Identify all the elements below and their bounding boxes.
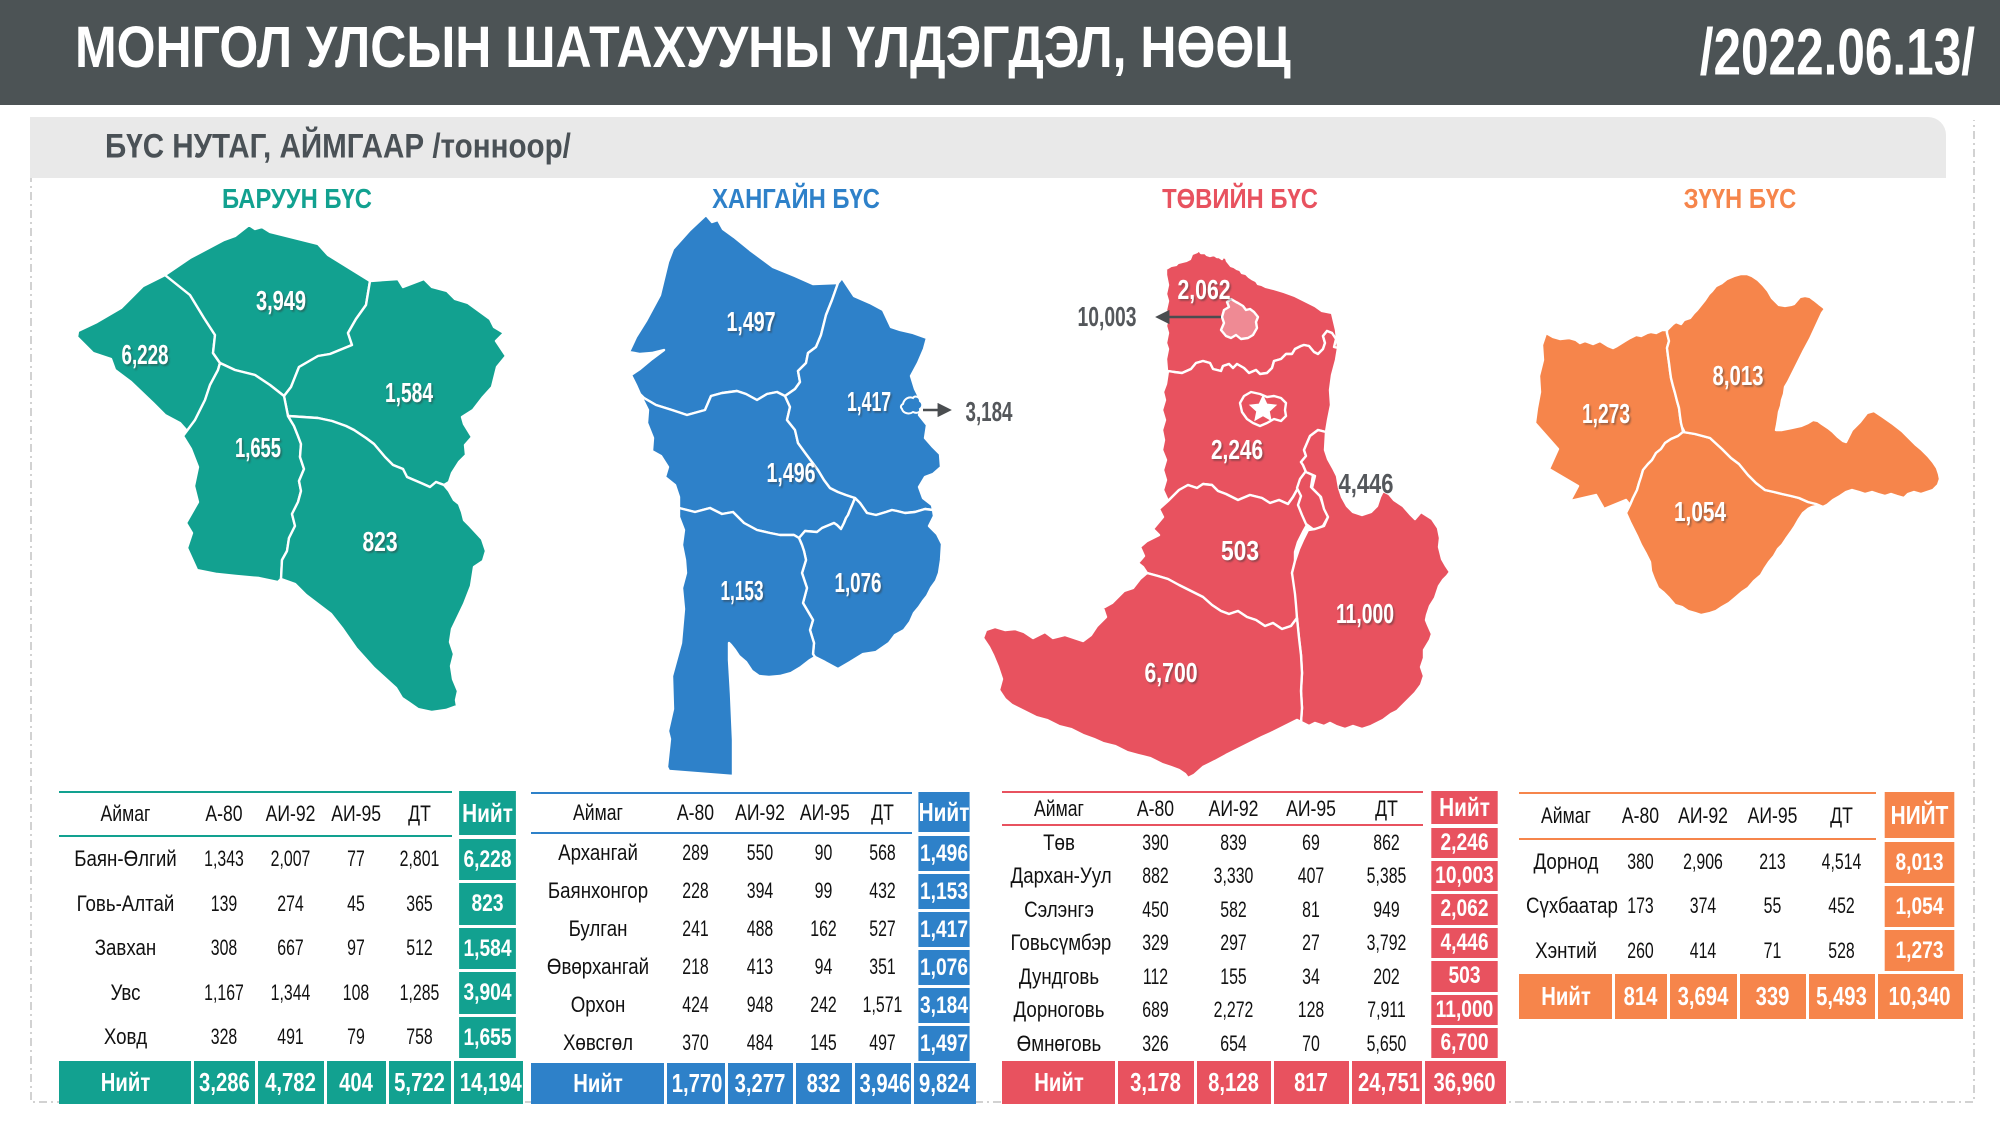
svg-text:3,184: 3,184	[966, 396, 1013, 427]
svg-text:8,013: 8,013	[1713, 360, 1764, 391]
svg-text:3,949: 3,949	[256, 285, 306, 316]
svg-text:6,700: 6,700	[1145, 657, 1198, 688]
svg-text:1,496: 1,496	[767, 457, 816, 488]
svg-text:2,062: 2,062	[1178, 274, 1231, 305]
svg-text:1,497: 1,497	[727, 306, 776, 337]
svg-text:4,446: 4,446	[1339, 468, 1394, 499]
svg-text:6,228: 6,228	[122, 339, 169, 370]
svg-text:1,153: 1,153	[721, 575, 764, 606]
svg-text:1,273: 1,273	[1582, 398, 1630, 429]
svg-text:1,054: 1,054	[1674, 496, 1726, 527]
svg-text:2,246: 2,246	[1211, 434, 1263, 465]
svg-text:503: 503	[1221, 535, 1259, 566]
svg-text:1,417: 1,417	[847, 386, 891, 417]
svg-text:1,076: 1,076	[835, 567, 882, 598]
svg-text:11,000: 11,000	[1336, 598, 1394, 629]
svg-text:823: 823	[363, 526, 398, 557]
svg-text:1,655: 1,655	[235, 432, 281, 463]
svg-text:10,003: 10,003	[1078, 301, 1137, 332]
svg-text:1,584: 1,584	[385, 377, 433, 408]
